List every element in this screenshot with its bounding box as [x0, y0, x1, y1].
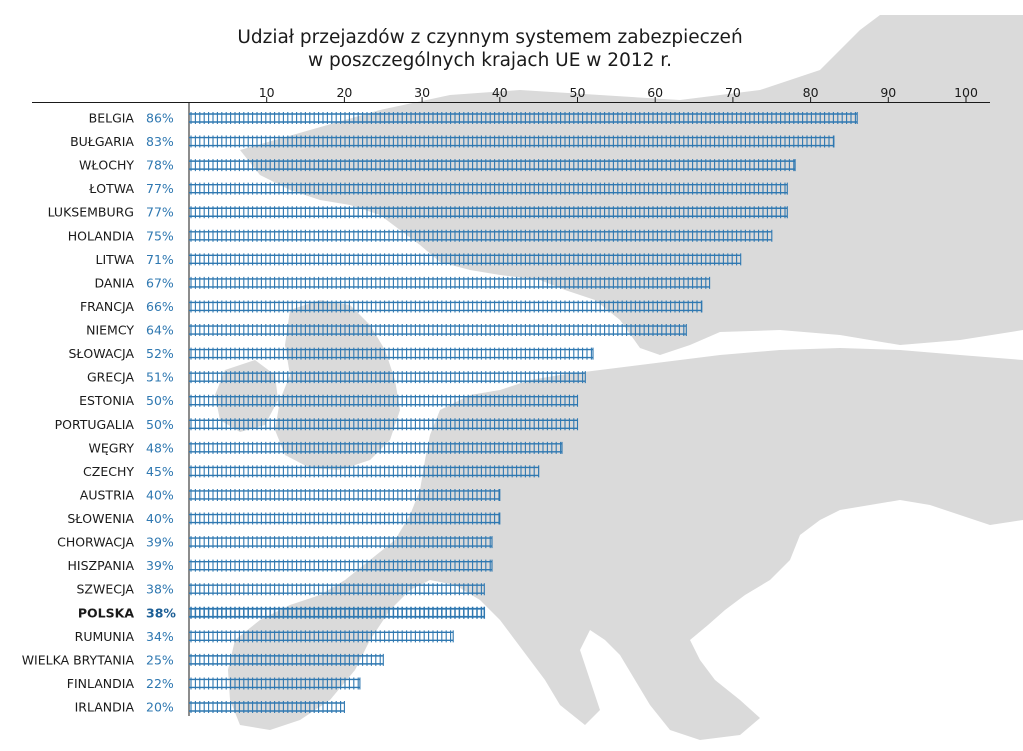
x-tick-label: 20: [336, 85, 352, 100]
value-label: 38%: [146, 582, 174, 597]
category-label: FRANCJA: [80, 299, 134, 314]
bar: [189, 112, 858, 124]
x-axis-ticks: 10 20 30 40 50 60 70 80 90 100: [259, 85, 978, 103]
chart-title: Udział przejazdów z czynnym systemem zab…: [190, 26, 790, 72]
value-label: 39%: [146, 535, 174, 550]
map-land-ireland: [215, 360, 278, 432]
bar: [189, 606, 486, 619]
category-label: RUMUNIA: [75, 629, 135, 644]
x-tick-label: 10: [259, 85, 275, 100]
bar: [189, 229, 773, 242]
bar: [189, 324, 687, 337]
bar: [189, 488, 501, 501]
category-label: LUKSEMBURG: [48, 205, 134, 220]
x-tick-label: 40: [492, 85, 508, 100]
value-label: 66%: [146, 299, 174, 314]
category-label: SZWECJA: [76, 582, 134, 597]
category-label: ESTONIA: [79, 393, 134, 408]
category-label: GRECJA: [87, 370, 134, 385]
category-label: FINLANDIA: [67, 676, 135, 691]
category-label: POLSKA: [78, 605, 134, 620]
category-label: SŁOWENIA: [67, 511, 134, 526]
value-label: 50%: [146, 393, 174, 408]
category-label: HISZPANIA: [68, 558, 135, 573]
category-label: BUŁGARIA: [70, 134, 134, 149]
value-label: 34%: [146, 629, 174, 644]
chart-title-line2: w poszczególnych krajach UE w 2012 r.: [307, 50, 673, 71]
bar: [189, 465, 540, 478]
bar: [189, 276, 711, 289]
bar: [189, 677, 361, 690]
x-tick-label: 70: [725, 85, 741, 100]
category-label: AUSTRIA: [80, 487, 135, 502]
category-label: PORTUGALIA: [55, 417, 135, 432]
bar: [189, 394, 579, 407]
bar: [189, 583, 485, 596]
value-label: 83%: [146, 134, 174, 149]
value-label: 38%: [146, 605, 176, 620]
category-label: BELGIA: [89, 111, 135, 126]
category-label: HOLANDIA: [68, 228, 135, 243]
bar: [189, 159, 796, 172]
value-label: 22%: [146, 676, 174, 691]
value-label: 50%: [146, 417, 174, 432]
category-label: CHORWACJA: [57, 535, 134, 550]
category-label: WĘGRY: [89, 440, 135, 455]
bar: [189, 253, 742, 266]
map-land-british-isles: [275, 300, 400, 470]
chart-title-line1: Udział przejazdów z czynnym systemem zab…: [237, 27, 743, 48]
value-label: 45%: [146, 464, 174, 479]
category-label: WIELKA BRYTANIA: [22, 652, 135, 667]
value-label: 75%: [146, 228, 174, 243]
bar: [189, 630, 454, 643]
bar: [189, 653, 384, 666]
bar: [189, 441, 563, 454]
category-label: WŁOCHY: [79, 158, 134, 173]
category-label: NIEMCY: [86, 323, 134, 338]
value-label: 77%: [146, 205, 174, 220]
value-label: 67%: [146, 275, 174, 290]
bar: [189, 182, 788, 195]
value-label: 78%: [146, 158, 174, 173]
bar: [189, 206, 788, 219]
category-label: SŁOWACJA: [68, 346, 134, 361]
value-label: 40%: [146, 487, 174, 502]
bar: [189, 300, 703, 313]
category-label: CZECHY: [83, 464, 134, 479]
bar: [189, 347, 594, 360]
bar: [189, 559, 493, 572]
x-tick-label: 30: [414, 85, 430, 100]
category-labels: BELGIA 86% BUŁGARIA 83% WŁOCHY 78% ŁOTWA 77% LUK…: [22, 111, 177, 715]
value-label: 77%: [146, 181, 174, 196]
category-label: ŁOTWA: [88, 181, 134, 196]
value-label: 51%: [146, 370, 174, 385]
category-label: LITWA: [95, 252, 134, 267]
x-tick-label: 100: [954, 85, 978, 100]
bars: [189, 112, 858, 713]
value-label: 20%: [146, 700, 174, 715]
value-label: 39%: [146, 558, 174, 573]
bar: [189, 135, 835, 148]
value-label: 71%: [146, 252, 174, 267]
x-tick-label: 50: [570, 85, 586, 100]
category-label: DANIA: [94, 275, 134, 290]
x-tick-label: 60: [647, 85, 663, 100]
x-tick-label: 80: [803, 85, 819, 100]
value-label: 86%: [146, 111, 174, 126]
category-label: IRLANDIA: [75, 700, 135, 715]
bar: [189, 536, 493, 549]
x-tick-label: 90: [880, 85, 896, 100]
value-label: 64%: [146, 323, 174, 338]
bar: [189, 512, 501, 525]
map-land-continent: [228, 348, 1023, 740]
value-label: 48%: [146, 440, 174, 455]
value-label: 52%: [146, 346, 174, 361]
value-label: 25%: [146, 652, 174, 667]
bar: [189, 371, 586, 384]
value-label: 40%: [146, 511, 174, 526]
bar: [189, 418, 579, 431]
bar: [189, 701, 345, 713]
